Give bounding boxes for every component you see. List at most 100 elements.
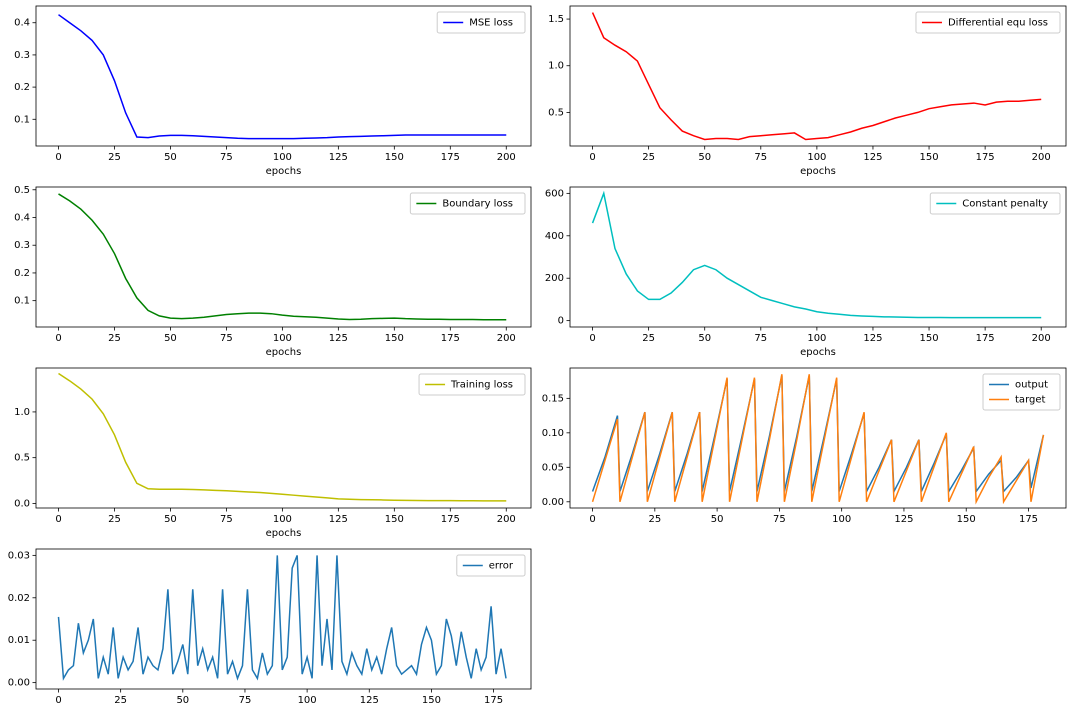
legend-label: target [1015,395,1045,406]
plot-area [58,14,507,140]
x-tick-label: 75 [754,152,767,163]
plot-area [58,193,507,321]
legend-label: Training loss [450,380,513,391]
y-tick-label: 1.5 [548,14,564,25]
y-tick-label: 0.4 [14,18,30,29]
y-tick-label: 0.0 [14,498,30,509]
y-tick-label: 0.05 [542,462,564,473]
y-tick-label: 0.00 [542,497,564,508]
y-tick-label: 0.02 [8,593,30,604]
y-tick-label: 0.5 [548,107,564,118]
x-tick-label: 175 [441,333,460,344]
x-tick-label: 150 [919,152,938,163]
legend: Differential equ loss [915,11,1061,34]
x-tick-label: 175 [441,152,460,163]
x-tick-label: 100 [807,152,826,163]
x-tick-label: 175 [976,333,995,344]
x-tick-label: 50 [698,333,711,344]
line-series [57,555,507,681]
y-tick-label: 0.2 [14,82,30,93]
x-tick-label: 0 [589,333,595,344]
y-tick-label: 1.0 [14,407,30,418]
line-series [591,190,1042,319]
plot-area [57,555,507,681]
y-tick-label: 0.1 [14,296,30,307]
x-tick-label: 75 [773,514,786,525]
x-axis-label: epochs [266,528,302,539]
legend: Boundary loss [409,192,526,215]
legend: error [456,554,526,577]
subplot: 0 25 50 75 100 125 150 175 200 0.1 0.2 0.3 0.4 0.5 epo… [14,185,532,358]
x-tick-label: 175 [976,152,995,163]
axes-frame [569,367,1067,509]
x-tick-label: 0 [55,514,61,525]
y-tick-label: 0 [558,316,564,327]
y-tick-label: 0.01 [8,635,30,646]
x-tick-label: 75 [754,333,767,344]
subplot: 0 25 50 75 100 125 150 175 0.00 0.05 0.10 0.15 outpu… [542,367,1067,525]
x-tick-label: 175 [1019,514,1038,525]
x-axis-label: epochs [266,166,302,177]
y-tick-label: 600 [545,188,564,199]
axes-frame [35,548,532,690]
x-tick-label: 150 [957,514,976,525]
legend-frame [456,554,526,577]
x-tick-label: 25 [642,152,655,163]
plot-area [591,12,1042,141]
x-tick-label: 50 [698,152,711,163]
axes-frame [35,367,532,509]
x-tick-label: 125 [863,152,882,163]
legend: Training loss [418,373,526,396]
legend: MSE loss [436,11,526,34]
y-tick-label: 0.3 [14,240,30,251]
x-tick-label: 75 [220,152,233,163]
x-tick-label: 75 [239,695,252,706]
subplot: 0 25 50 75 100 125 150 175 200 0.1 0.2 0.3 0.4 epochs… [14,5,532,177]
x-tick-label: 200 [497,152,516,163]
x-tick-label: 50 [164,514,177,525]
y-tick-label: 0.5 [14,185,30,196]
plot-area [58,372,507,502]
x-tick-label: 200 [497,333,516,344]
x-tick-label: 150 [385,514,404,525]
y-tick-label: 400 [545,231,564,242]
x-tick-label: 100 [807,333,826,344]
y-tick-label: 0.15 [542,393,564,404]
x-tick-label: 125 [360,695,379,706]
y-tick-label: 0.03 [8,550,30,561]
legend-label: Constant penalty [962,199,1048,210]
axes-frame [35,186,532,328]
x-tick-label: 125 [894,514,913,525]
legend-label: Differential equ loss [948,18,1048,29]
x-tick-label: 175 [441,514,460,525]
y-tick-label: 0.10 [542,428,564,439]
plot-area [591,374,1045,505]
x-tick-label: 100 [273,514,292,525]
x-tick-label: 100 [832,514,851,525]
legend-frame [929,192,1061,215]
y-tick-label: 1.0 [548,61,564,72]
x-axis-label: epochs [800,166,836,177]
legend-frame [418,373,526,396]
x-tick-label: 200 [1032,152,1051,163]
legend-label: output [1015,380,1048,391]
x-tick-label: 25 [648,514,661,525]
x-tick-label: 175 [484,695,503,706]
x-tick-label: 150 [919,333,938,344]
line-series [58,14,507,140]
x-tick-label: 25 [108,152,121,163]
axes-frame [569,5,1067,147]
x-tick-label: 50 [176,695,189,706]
x-tick-label: 25 [114,695,127,706]
legend-label: error [489,561,514,572]
line-series [591,374,1045,505]
subplot: 0 25 50 75 100 125 150 175 0.00 0.01 0.02 0.03 error [8,548,532,706]
plot-area [591,190,1042,319]
x-tick-label: 50 [711,514,724,525]
y-tick-label: 0.5 [14,453,30,464]
x-tick-label: 25 [108,514,121,525]
x-tick-label: 0 [55,152,61,163]
x-tick-label: 100 [273,152,292,163]
legend: Constant penalty [929,192,1061,215]
